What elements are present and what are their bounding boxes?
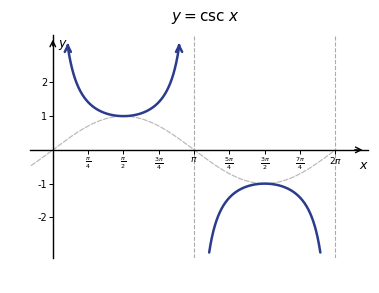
- Text: $x$: $x$: [359, 159, 369, 172]
- Text: $y$: $y$: [58, 38, 68, 52]
- Text: $y = \csc\, x$: $y = \csc\, x$: [171, 10, 240, 26]
